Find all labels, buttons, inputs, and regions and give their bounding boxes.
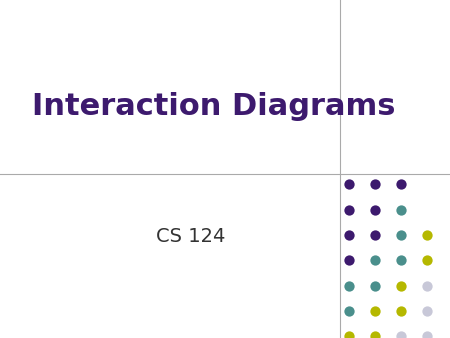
Point [397, 232, 405, 238]
Point [345, 283, 352, 288]
Point [371, 283, 378, 288]
Point [371, 232, 378, 238]
Point [345, 308, 352, 314]
Point [371, 207, 378, 212]
Point [423, 232, 431, 238]
Point [397, 207, 405, 212]
Point [345, 334, 352, 338]
Point [423, 308, 431, 314]
Point [345, 232, 352, 238]
Point [371, 182, 378, 187]
Point [397, 308, 405, 314]
Point [345, 207, 352, 212]
Text: Interaction Diagrams: Interaction Diagrams [32, 92, 395, 121]
Text: CS 124: CS 124 [156, 227, 225, 246]
Point [345, 258, 352, 263]
Point [397, 334, 405, 338]
Point [423, 258, 431, 263]
Point [371, 258, 378, 263]
Point [397, 182, 405, 187]
Point [345, 182, 352, 187]
Point [371, 308, 378, 314]
Point [423, 283, 431, 288]
Point [397, 258, 405, 263]
Point [397, 283, 405, 288]
Point [423, 334, 431, 338]
Point [371, 334, 378, 338]
